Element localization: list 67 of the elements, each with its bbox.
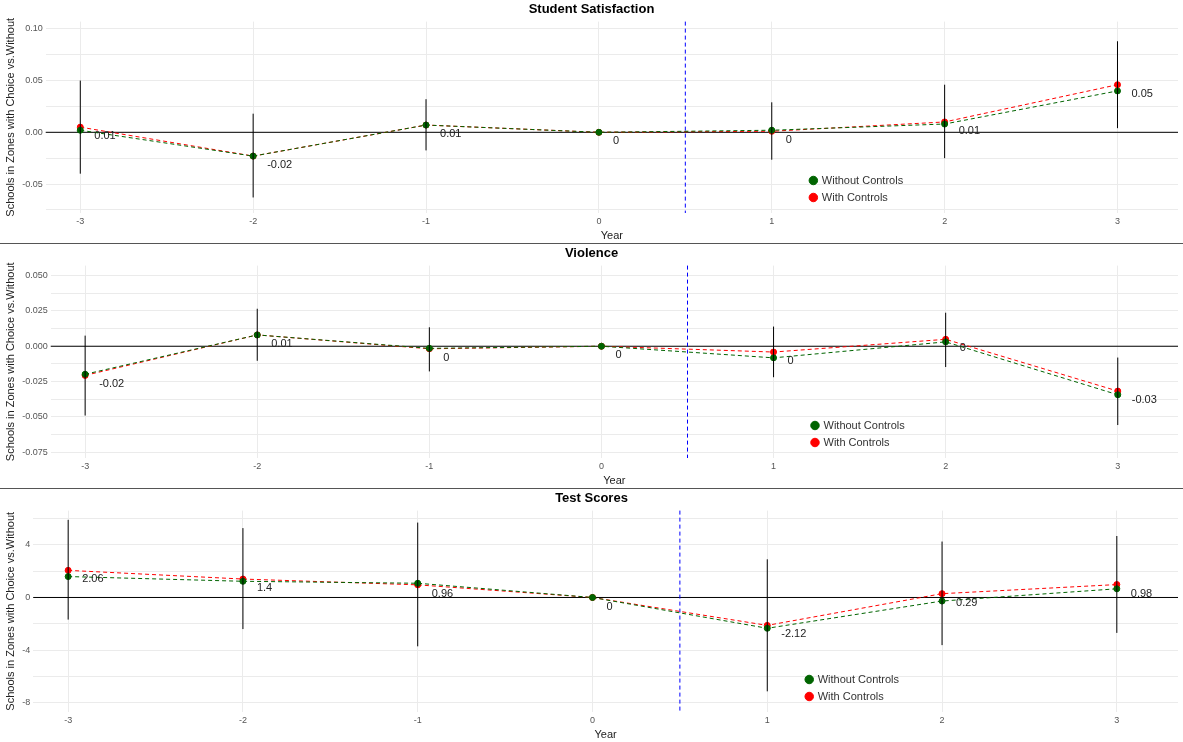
y-axis-title: Schools in Zones with Choice vs.Without [3,511,16,711]
x-tick-label: -1 [422,215,431,226]
y-tick-label: -0.075 [22,446,48,457]
data-label: 0 [606,599,613,612]
data-label: 0 [785,133,792,146]
x-axis-title: Year [594,728,618,741]
x-tick-label: 2 [942,215,948,226]
y-tick-label: 0 [25,591,31,602]
x-tick-label: -3 [64,714,73,725]
legend-label: Without Controls [823,418,906,431]
y-tick-label: 0.10 [25,23,43,34]
y-tick-label: -0.025 [22,376,48,387]
x-tick-label: -1 [413,714,422,725]
chart-title: Test Scores [555,490,628,506]
x-tick-label: 1 [769,215,775,226]
x-tick-label: -3 [81,460,90,471]
data-label: 0.96 [431,586,454,599]
data-label: 0 [787,354,794,367]
x-tick-label: -2 [238,714,247,725]
x-tick-label: -2 [253,460,262,471]
y-tick-label: 0.050 [25,269,48,280]
x-tick-label: 2 [943,460,949,471]
y-tick-label: 0.00 [25,126,43,137]
y-tick-label: 0.000 [25,340,48,351]
x-tick-label: 3 [1114,215,1120,226]
legend-label: Without Controls [817,672,900,685]
y-tick-label: 0.025 [25,305,48,316]
x-tick-label: 1 [764,714,770,725]
legend-label: Without Controls [821,173,904,186]
y-tick-label: -0.05 [22,178,43,189]
data-label: 0 [443,350,450,363]
legend-label: With Controls [823,435,891,448]
data-label: 0 [615,348,622,361]
data-label: 1.4 [256,581,273,594]
chart-title: Violence [564,245,619,261]
data-label: 0.05 [1131,86,1153,99]
x-tick-label: -3 [76,215,85,226]
x-tick-label: 0 [596,215,602,226]
x-tick-label: 0 [598,460,604,471]
x-tick-label: -2 [249,215,258,226]
data-label: 0.98 [1130,586,1153,599]
chart-title: Student Satisfaction [528,1,655,17]
y-axis-title: Schools in Zones with Choice vs.Without [3,262,16,462]
data-label: 0.01 [271,336,293,349]
y-tick-label: -0.050 [22,411,48,422]
x-axis-title: Year [600,229,624,242]
y-tick-label: 0.05 [25,75,43,86]
x-axis-title: Year [603,474,626,487]
y-tick-label: 4 [25,539,31,550]
data-label: -2.12 [781,627,807,640]
legend-label: With Controls [817,689,885,702]
data-label: -0.03 [1131,393,1157,406]
data-label: -0.02 [99,377,125,390]
x-tick-label: 2 [939,714,945,725]
x-tick-label: 3 [1114,714,1120,725]
x-tick-label: 3 [1115,460,1121,471]
data-label: 0 [612,134,620,147]
x-tick-label: 0 [589,714,595,725]
y-tick-label: -8 [22,697,31,708]
data-label: -0.02 [267,158,293,171]
y-tick-label: -4 [22,644,31,655]
y-axis-title: Schools in Zones with Choice vs.Without [3,17,16,217]
data-label: 2.06 [82,572,104,585]
data-label: 0.29 [956,595,978,608]
x-tick-label: -1 [425,460,434,471]
x-tick-label: 1 [771,460,777,471]
legend-label: With Controls [821,190,889,203]
